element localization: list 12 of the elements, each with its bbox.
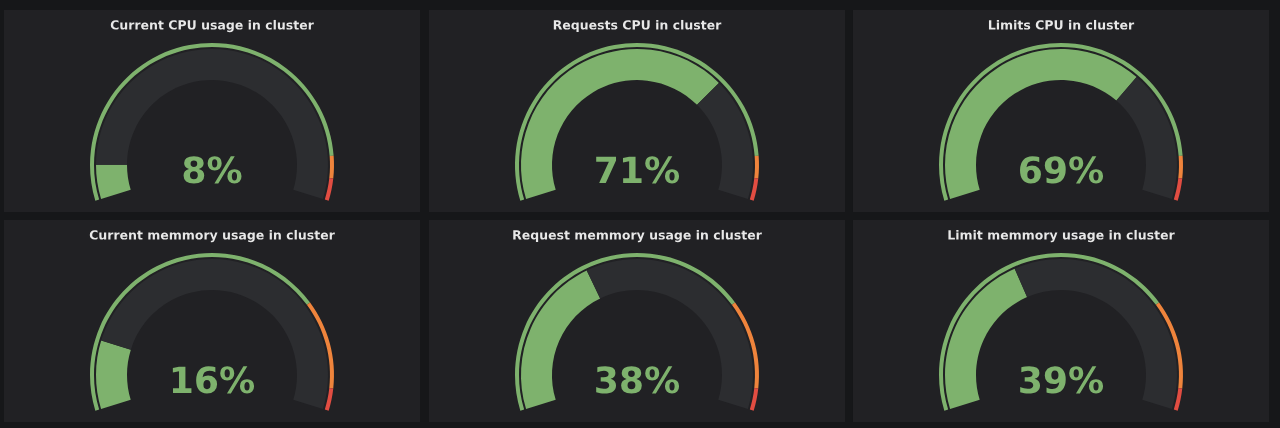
- text: 71%: [596, 156, 680, 184]
- chart-title: Request memmory usage in cluster: [513, 229, 762, 243]
- text: 38%: [596, 366, 680, 394]
- chart-title: Current CPU usage in cluster: [110, 19, 314, 33]
- chart-title: Requests CPU in cluster: [553, 19, 722, 33]
- text: 16%: [172, 366, 255, 394]
- chart-title: Limit memmory usage in cluster: [948, 229, 1175, 243]
- chart-title: Limits CPU in cluster: [988, 19, 1135, 30]
- text: 39%: [1020, 366, 1104, 394]
- chart-title: Current memmory usage in cluster: [89, 229, 335, 243]
- text: 8%: [183, 156, 242, 184]
- text: 69%: [1020, 156, 1104, 184]
